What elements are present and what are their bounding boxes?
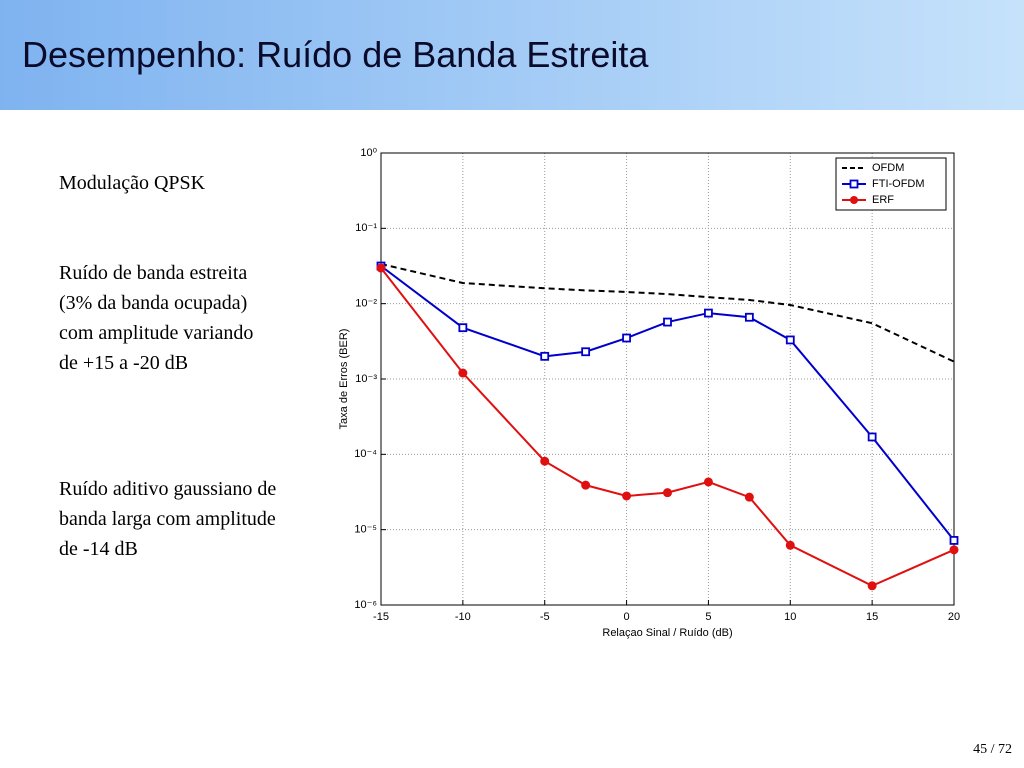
legend-label: FTI-OFDM [872,178,925,190]
paragraph: Ruído de banda estreita (3% da banda ocu… [59,262,254,374]
marker [581,480,591,490]
marker [785,540,795,550]
x-axis-label: Relaçao Sinal / Ruído (dB) [602,627,732,639]
paragraph: Ruído aditivo gaussiano de banda larga c… [59,478,277,560]
page-number: 45 / 72 [973,742,1012,757]
marker [458,368,468,378]
x-tick-label: 15 [866,611,878,623]
plot-area [381,153,954,605]
paragraph: Modulação QPSK [59,172,206,194]
marker [622,333,631,343]
y-tick-label: 10⁻¹ [355,222,377,234]
x-tick-label: 20 [948,611,960,623]
y-tick-label: 10⁻² [355,298,377,310]
x-tick-label: -10 [455,611,471,623]
legend-label: ERF [872,194,894,206]
x-tick-label: 10 [784,611,796,623]
plot-frame [380,152,955,606]
marker [581,347,591,357]
marker [704,308,713,318]
y-tick-label: 10⁰ [360,147,377,159]
marker [867,432,877,442]
marker [867,581,877,591]
legend-marker [849,179,859,189]
marker [744,312,754,322]
marker [540,456,550,466]
y-tick-label: 10⁻⁴ [354,448,377,460]
marker [744,492,754,502]
marker [622,491,632,501]
header: Desempenho: Ruído de Banda Estreita [0,0,1024,110]
legend-marker [850,196,858,204]
y-tick-label: 10⁻⁶ [354,599,377,611]
marker [540,351,550,361]
y-axis-label: Taxa de Erros (BER) [338,329,350,430]
marker [949,545,959,555]
chart: -15 -10 -5 0 5 10 15 20 10⁻⁶ 10⁻⁵ 10⁻⁴ 10⁻³ 10⁻² 10⁻¹… [338,147,960,639]
marker [785,335,795,345]
marker [376,263,386,273]
slide-title: Desempenho: Ruído de Banda Estreita [22,34,649,75]
marker [949,536,959,545]
x-tick-label: 5 [705,611,711,623]
marker [663,488,672,498]
marker [458,323,468,333]
x-tick-label: 0 [624,611,630,623]
legend-label: OFDM [872,162,904,174]
series-line [380,263,955,363]
y-tick-label: 10⁻⁵ [354,524,377,536]
x-tick-label: -5 [540,611,550,623]
x-tick-label: -15 [373,611,389,623]
marker [703,477,713,487]
marker [663,317,672,327]
y-tick-label: 10⁻³ [355,373,377,385]
